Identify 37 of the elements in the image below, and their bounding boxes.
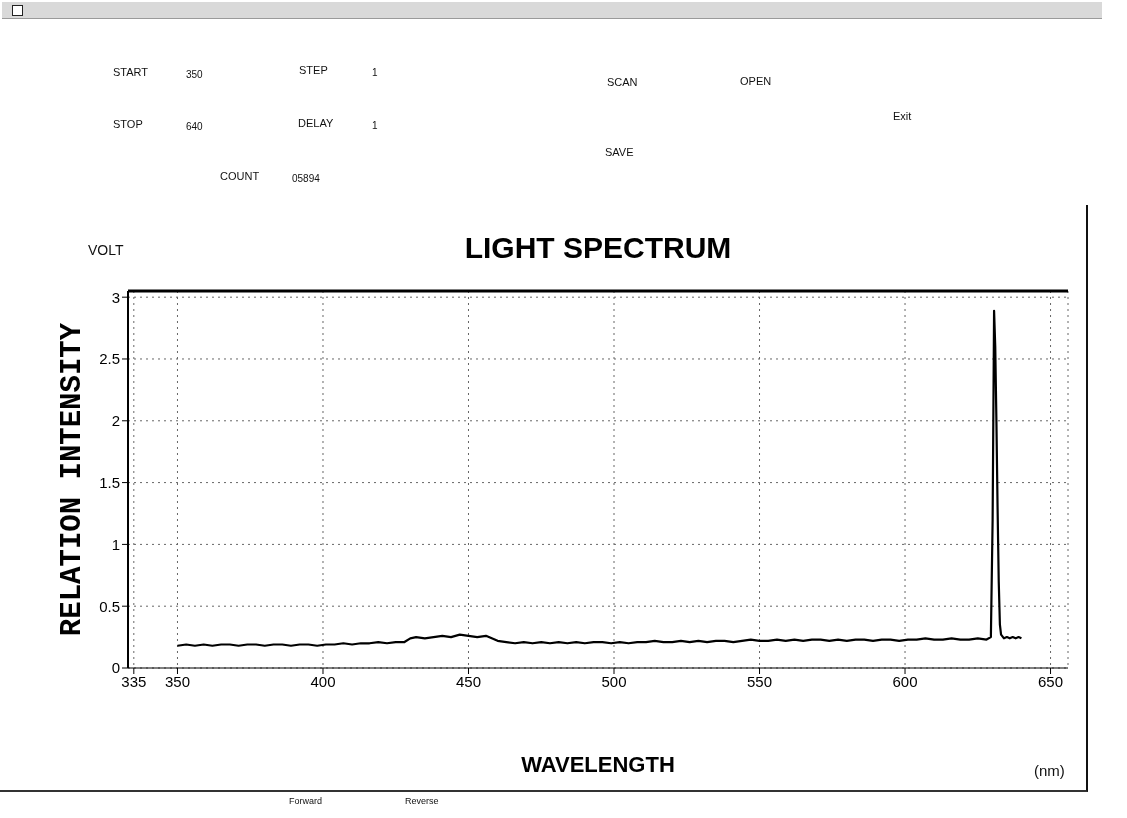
text: COUNT xyxy=(220,170,260,183)
text: STEP xyxy=(299,64,328,77)
x-tick-label: 500 xyxy=(601,672,627,690)
line-series xyxy=(176,309,1023,647)
text: SCAN xyxy=(607,76,638,89)
text: 640 xyxy=(186,121,203,132)
y-tick-label: 1 xyxy=(111,535,120,553)
text: 1 xyxy=(372,120,378,131)
x-axis-title: WAVELENGTH xyxy=(521,751,675,777)
x-tick-label: 350 xyxy=(164,672,190,690)
text: (nm) xyxy=(1034,762,1065,780)
y-tick-label: 0 xyxy=(111,659,120,677)
x-tick-label: 335 xyxy=(121,672,147,690)
text: OPEN xyxy=(740,75,772,88)
y-tick-label: 0.5 xyxy=(99,597,120,615)
text: Forward xyxy=(289,796,323,807)
text: 350 xyxy=(186,69,203,80)
text: Exit xyxy=(893,110,912,123)
y-tick-label: 2.5 xyxy=(99,350,120,368)
x-tick-label: 450 xyxy=(455,672,482,690)
y-tick-label: 1.5 xyxy=(99,473,120,491)
text: Reverse xyxy=(405,796,439,807)
x-tick-label: 550 xyxy=(747,672,773,690)
text: DELAY xyxy=(298,117,334,130)
text: START xyxy=(113,66,149,79)
x-tick-label: 650 xyxy=(1038,672,1064,690)
x-tick-label: 400 xyxy=(310,672,336,690)
text: VOLT xyxy=(88,242,124,259)
text: SAVE xyxy=(605,146,634,159)
chart-title: LIGHT SPECTRUM xyxy=(463,231,733,264)
y-axis-title: RELATION INTENSITY xyxy=(55,322,89,637)
text: STOP xyxy=(113,118,143,131)
y-tick-label: 3 xyxy=(111,288,120,306)
y-tick-label: 2 xyxy=(111,412,120,430)
text: 05894 xyxy=(292,173,320,184)
x-tick-label: 600 xyxy=(892,672,918,690)
text: 1 xyxy=(372,67,378,78)
